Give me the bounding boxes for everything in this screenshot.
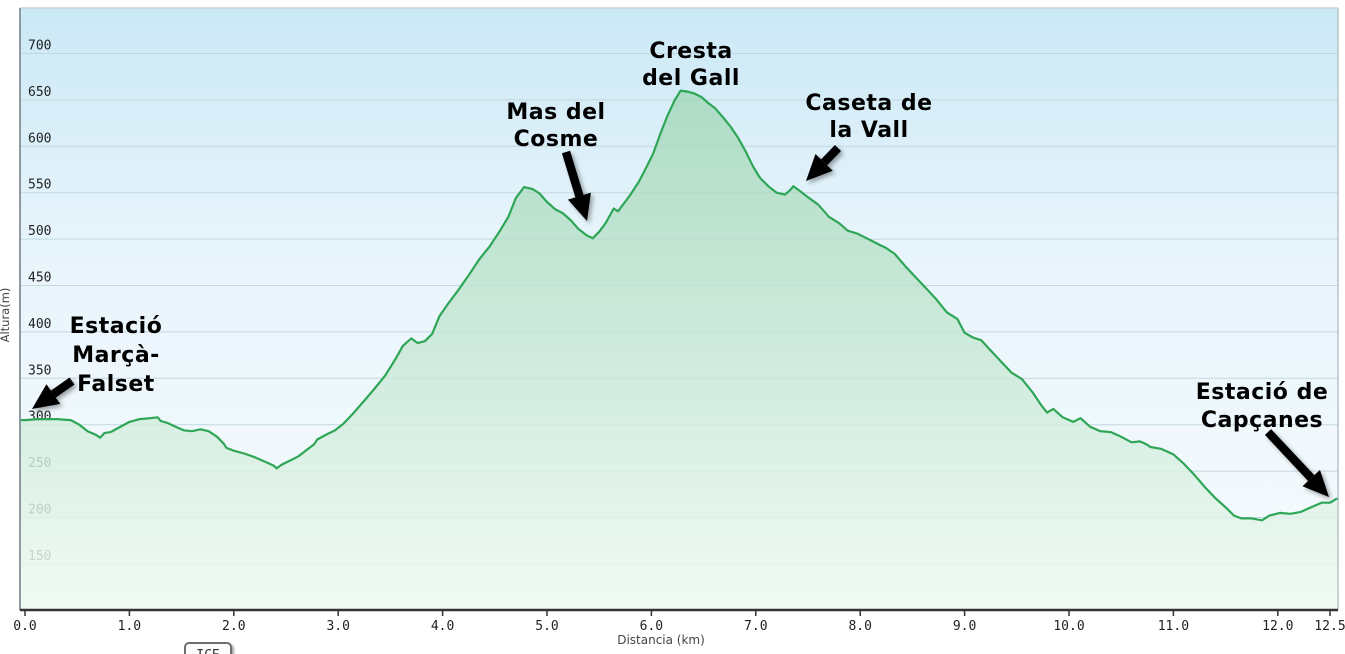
x-axis-title: Distancia (km)	[617, 633, 705, 647]
y-tick-label: 700	[28, 39, 51, 54]
arrow-head	[567, 192, 591, 221]
x-tick-label: 0.0	[13, 619, 36, 634]
x-tick-label: 7.0	[744, 619, 767, 634]
y-tick-label: 450	[28, 271, 51, 286]
x-tick-label: 4.0	[431, 619, 454, 634]
annotation-line: del Gall	[642, 66, 740, 91]
x-tick-label: 8.0	[848, 619, 871, 634]
annotation-label-cresta-del-gall: Cresta del Gall	[642, 39, 740, 91]
x-tick-label: 10.0	[1053, 619, 1084, 634]
y-axis-title: Altura(m)	[0, 288, 12, 343]
annotation-line: Estació	[70, 314, 163, 339]
annotation-line: Cresta	[649, 39, 732, 64]
annotation-label-estacio-marca-falset: Estació Marçà- Falset	[70, 314, 163, 397]
y-tick-label: 650	[28, 85, 51, 100]
arrow-head	[806, 153, 833, 181]
annotation-label-caseta-de-la-vall: Caseta de la Vall	[805, 91, 932, 143]
arrow-shaft	[50, 377, 75, 398]
x-tick-label: 6.0	[640, 619, 663, 634]
arrow-shaft	[821, 145, 842, 166]
x-tick-label: 5.0	[535, 619, 558, 634]
x-tick-label: 9.0	[953, 619, 976, 634]
annotation-line: Capçanes	[1201, 408, 1323, 433]
annotation-line: Falset	[77, 372, 155, 397]
annotation-arrow-mas-del-cosme	[561, 150, 591, 221]
ice-badge-label: ICE	[196, 648, 219, 654]
annotation-line: Mas del	[506, 100, 605, 125]
ice-badge[interactable]: ICE	[184, 642, 232, 654]
annotation-line: Caseta de	[805, 91, 932, 116]
annotation-arrow-estacio-de-capcanes	[1264, 429, 1329, 497]
y-tick-label: 500	[28, 224, 51, 239]
elevation-line	[18, 89, 1340, 522]
y-tick-label: 350	[28, 363, 51, 378]
annotation-line: Marçà-	[72, 343, 160, 368]
annotation-arrow-caseta-de-la-vall	[806, 145, 842, 181]
arrow-shaft	[1264, 429, 1315, 481]
x-tick-label: 12.5	[1314, 619, 1345, 634]
arrow-head	[32, 384, 61, 409]
annotation-line: Estació de	[1196, 380, 1329, 405]
annotation-line: la Vall	[829, 118, 908, 143]
x-tick-label: 2.0	[222, 619, 245, 634]
annotation-label-estacio-de-capcanes: Estació de Capçanes	[1196, 380, 1329, 433]
elevation-area	[20, 90, 1338, 611]
y-tick-label: 600	[28, 131, 51, 146]
annotation-line: Cosme	[514, 127, 599, 152]
x-tick-label: 12.0	[1262, 619, 1293, 634]
annotation-label-mas-del-cosme: Mas del Cosme	[506, 100, 605, 152]
y-tick-label: 400	[28, 317, 51, 332]
x-tick-label: 3.0	[326, 619, 349, 634]
x-tick-label: 1.0	[118, 619, 141, 634]
x-tick-label: 11.0	[1158, 619, 1189, 634]
annotation-arrow-estacio-marca-falset	[32, 377, 75, 409]
y-tick-label: 550	[28, 178, 51, 193]
arrow-shaft	[561, 150, 584, 198]
arrow-head	[1302, 469, 1329, 497]
